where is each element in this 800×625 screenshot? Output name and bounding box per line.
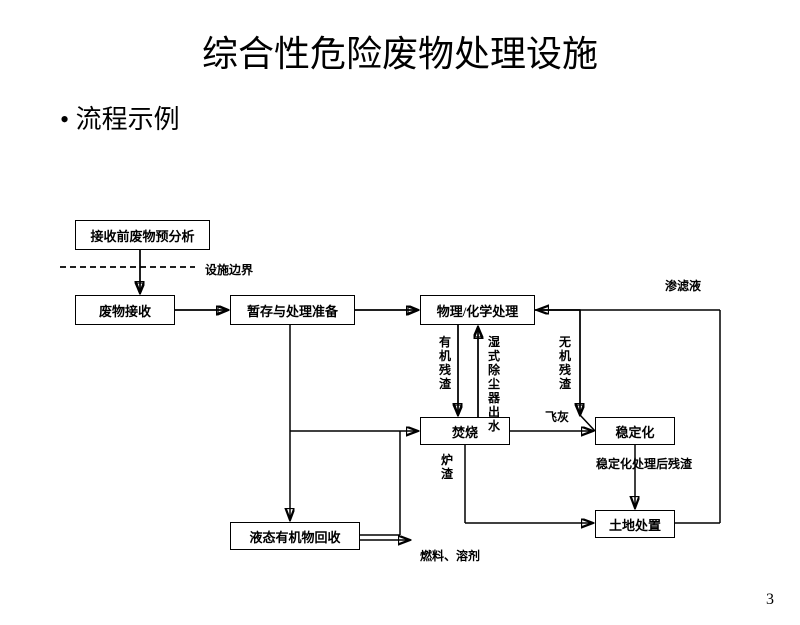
- label-organic-res: 有机残渣: [438, 335, 452, 391]
- node-incineration: 焚烧: [420, 417, 510, 445]
- page-number: 3: [766, 591, 774, 609]
- node-physchem: 物理/化学处理: [420, 295, 535, 325]
- label-fly-ash: 飞灰: [545, 408, 569, 425]
- node-stabilization: 稳定化: [595, 417, 675, 445]
- label-stab-residue: 稳定化处理后残渣: [596, 457, 696, 471]
- label-leachate: 渗滤液: [665, 277, 701, 294]
- node-pre-analysis: 接收前废物预分析: [75, 220, 210, 250]
- label-fuel-solvent: 燃料、溶剂: [420, 547, 480, 564]
- bullet-text: • 流程示例: [60, 99, 800, 136]
- node-reception: 废物接收: [75, 295, 175, 325]
- label-slag: 炉渣: [440, 453, 454, 481]
- node-landfill: 土地处置: [595, 510, 675, 538]
- label-inorganic-res: 无机残渣: [558, 335, 572, 391]
- node-storage: 暂存与处理准备: [230, 295, 355, 325]
- label-boundary: 设施边界: [205, 261, 253, 278]
- node-liquid-recov: 液态有机物回收: [230, 522, 360, 550]
- slide-title: 综合性危险废物处理设施: [0, 25, 800, 77]
- label-scrubber: 湿式除尘器出水: [487, 335, 501, 433]
